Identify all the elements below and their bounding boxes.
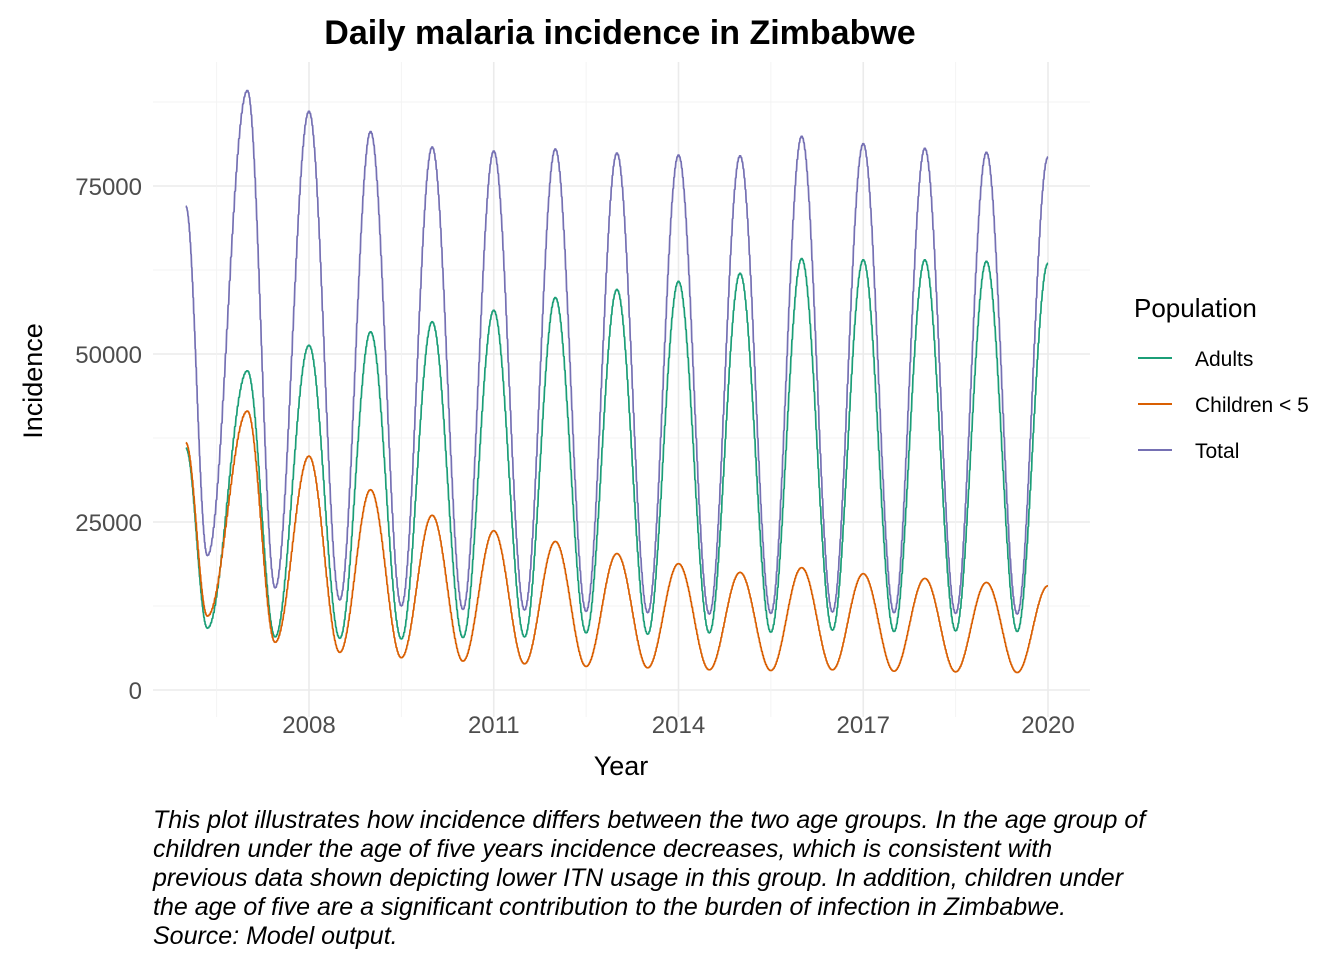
x-tick-label: 2020 (1021, 712, 1074, 739)
x-axis-label: Year (594, 751, 649, 781)
figure-caption: This plot illustrates how incidence diff… (153, 806, 1146, 950)
legend-title: Population (1134, 293, 1257, 323)
y-axis-label: Incidence (18, 323, 48, 439)
x-tick-label: 2008 (282, 712, 335, 739)
y-tick-label: 75000 (75, 174, 142, 201)
line-chart: Daily malaria incidence in Zimbabwe 0 250… (18, 14, 1309, 781)
y-axis-ticks: 0 25000 50000 75000 (75, 174, 142, 705)
legend-label-children-5: Children < 5 (1195, 394, 1309, 417)
chart-title: Daily malaria incidence in Zimbabwe (324, 14, 915, 52)
x-axis-ticks: 2008 2011 2014 2017 2020 (282, 712, 1074, 739)
y-tick-label: 0 (129, 678, 142, 705)
x-tick-label: 2017 (837, 712, 890, 739)
series-lines (185, 89, 1049, 674)
y-tick-label: 50000 (75, 342, 142, 369)
legend-items: Adults Children < 5 Total (1138, 348, 1309, 463)
series-line-adults (185, 257, 1049, 640)
legend-label-total: Total (1195, 440, 1239, 463)
series-line-total (185, 89, 1049, 615)
legend-label-adults: Adults (1195, 348, 1253, 371)
grid-lines (153, 62, 1090, 717)
x-tick-label: 2011 (468, 712, 520, 739)
x-tick-label: 2014 (652, 712, 705, 739)
legend: Population Adults Children < 5 Total (1134, 293, 1309, 463)
series-line-children-5 (185, 410, 1049, 674)
y-tick-label: 25000 (75, 510, 142, 537)
